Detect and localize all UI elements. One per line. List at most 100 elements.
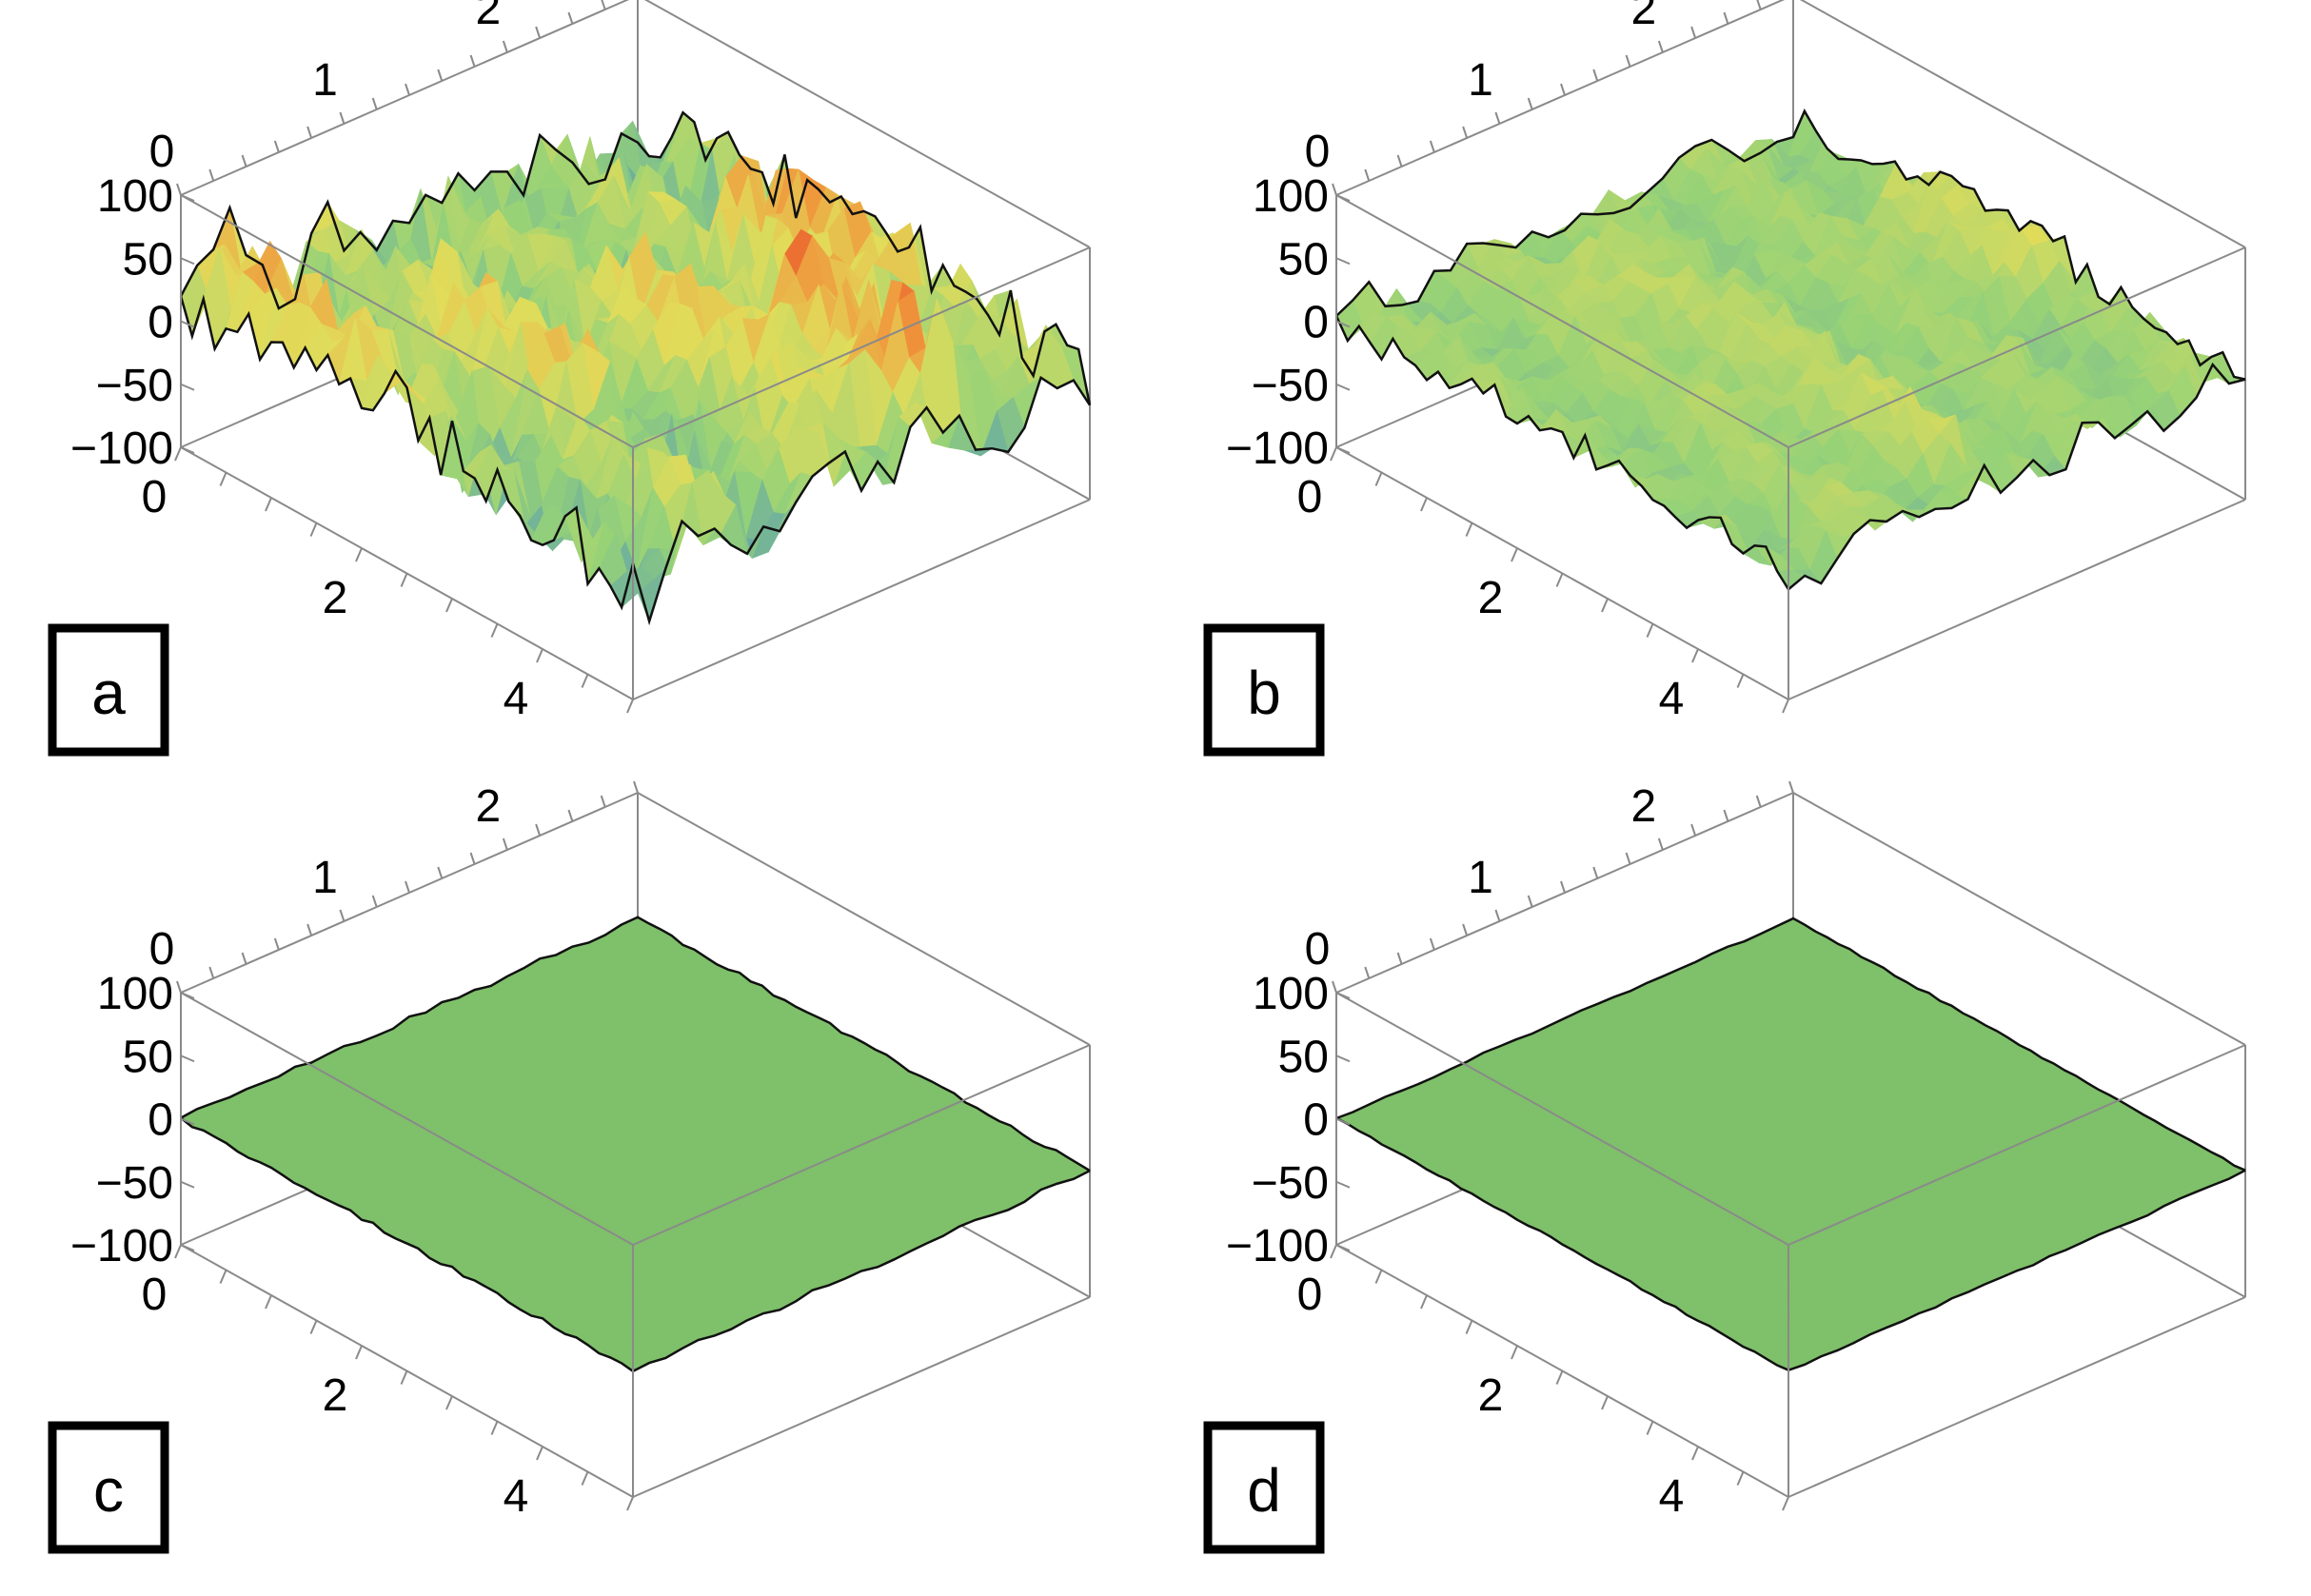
x-axis-ticks: 024 <box>1297 446 1789 724</box>
x-tick-mark <box>1646 623 1654 638</box>
y-tick-mark <box>1462 126 1469 139</box>
y-tick-label: 1 <box>312 55 338 106</box>
z-tick-label: 100 <box>97 969 173 1019</box>
y-tick-mark <box>405 83 410 96</box>
panel-label-box <box>48 623 169 757</box>
surface-outline-back <box>1335 108 2246 381</box>
y-tick-mark <box>1592 69 1599 82</box>
y-tick-label: 1 <box>1468 55 1493 106</box>
y-tick-label: 2 <box>476 0 502 34</box>
x-tick-label: 0 <box>1297 1270 1323 1320</box>
y-tick-mark <box>535 823 542 837</box>
y-tick-mark <box>1396 952 1403 965</box>
z-tick-label: 50 <box>123 234 173 285</box>
x-tick-label: 0 <box>1297 472 1323 522</box>
y-tick-mark <box>1690 26 1697 39</box>
z-tick-label: −100 <box>70 424 173 474</box>
y-tick-label: 0 <box>1305 924 1331 975</box>
z-tick-label: −100 <box>70 1221 173 1271</box>
y-tick-mark <box>339 909 346 922</box>
box-edge-top-right-depth <box>632 246 1091 448</box>
panel-label-text: a <box>91 659 126 727</box>
y-tick-mark <box>1364 966 1371 979</box>
x-tick-mark <box>400 1370 408 1385</box>
z-tick-mark <box>180 446 195 454</box>
panel-label-box <box>1203 623 1325 757</box>
x-tick-label: 0 <box>142 1270 168 1320</box>
x-tick-mark <box>1736 674 1745 688</box>
x-tick-mark <box>1420 497 1428 512</box>
z-tick-label: −50 <box>1252 361 1329 411</box>
panel-label-box <box>1203 1421 1325 1554</box>
y-tick-mark <box>1625 54 1631 68</box>
y-tick-mark <box>1527 895 1533 908</box>
y-tick-mark <box>535 26 542 39</box>
y-tick-mark <box>1690 823 1697 837</box>
y-tick-mark <box>306 126 313 139</box>
x-tick-mark <box>1374 1270 1383 1284</box>
x-tick-mark <box>1555 573 1564 587</box>
y-tick-mark <box>1332 980 1337 994</box>
x-tick-mark <box>1601 598 1609 613</box>
y-tick-label: 0 <box>149 924 175 975</box>
x-tick-mark <box>1511 547 1518 562</box>
x-tick-label: 2 <box>323 1370 348 1421</box>
y-tick-mark <box>633 780 639 794</box>
z-tick-mark <box>1335 1054 1351 1063</box>
panel-label: d <box>1203 1421 1325 1554</box>
y-tick-mark <box>1494 909 1501 922</box>
z-tick-label: 50 <box>123 1032 173 1082</box>
surface-outline-front <box>180 1116 1091 1373</box>
z-tick-mark <box>180 1117 195 1126</box>
box-edge-back-top <box>643 0 1091 248</box>
z-tick-label: 0 <box>148 1095 173 1146</box>
z-tick-label: −100 <box>1226 424 1329 474</box>
x-tick-mark <box>626 1496 634 1511</box>
y-tick-mark <box>405 880 410 894</box>
x-tick-mark <box>309 1320 318 1334</box>
x-tick-label: 0 <box>142 472 168 522</box>
x-tick-mark <box>581 1471 589 1486</box>
y-tick-mark <box>371 97 378 110</box>
y-tick-mark <box>567 11 574 25</box>
x-tick-mark <box>445 1395 453 1410</box>
y-tick-mark <box>371 895 378 908</box>
x-axis-ticks: 024 <box>142 446 634 724</box>
x-tick-mark <box>1465 522 1473 537</box>
y-tick-mark <box>208 168 215 182</box>
panel-label-text: c <box>93 1456 124 1525</box>
y-tick-label: 1 <box>312 853 338 903</box>
z-tick-label: 100 <box>1253 171 1329 222</box>
x-tick-mark <box>1782 1496 1789 1511</box>
y-tick-mark <box>1527 97 1533 110</box>
y-tick-mark <box>437 866 444 879</box>
x-tick-label: 4 <box>1659 1471 1685 1522</box>
surface-outline-front <box>1335 1116 2246 1372</box>
y-tick-mark <box>1723 11 1729 25</box>
x-tick-label: 2 <box>323 573 348 623</box>
y-tick-mark <box>1657 837 1664 851</box>
z-tick-mark <box>180 320 195 328</box>
y-tick-label: 2 <box>1631 0 1657 34</box>
x-tick-mark <box>1330 1244 1337 1259</box>
x-tick-mark <box>174 446 182 462</box>
x-tick-mark <box>1691 1446 1699 1461</box>
z-tick-mark <box>1335 1117 1351 1126</box>
y-tick-mark <box>502 40 508 53</box>
panel-b: 0 2 4 0 1 2 100 50 0 −50 −100 b <box>1156 0 2311 798</box>
y-tick-mark <box>1429 140 1435 153</box>
box-edge-top-right-depth <box>1788 1044 2246 1246</box>
y-tick-mark <box>176 183 182 196</box>
y-tick-label: 0 <box>1305 127 1331 177</box>
box-edge-top-right-depth <box>632 1044 1091 1246</box>
x-tick-mark <box>1420 1294 1428 1310</box>
z-tick-mark <box>180 1244 195 1251</box>
z-tick-label: −100 <box>1226 1221 1329 1271</box>
y-tick-mark <box>567 809 574 822</box>
y-tick-mark <box>601 0 606 10</box>
y-tick-mark <box>502 837 508 851</box>
